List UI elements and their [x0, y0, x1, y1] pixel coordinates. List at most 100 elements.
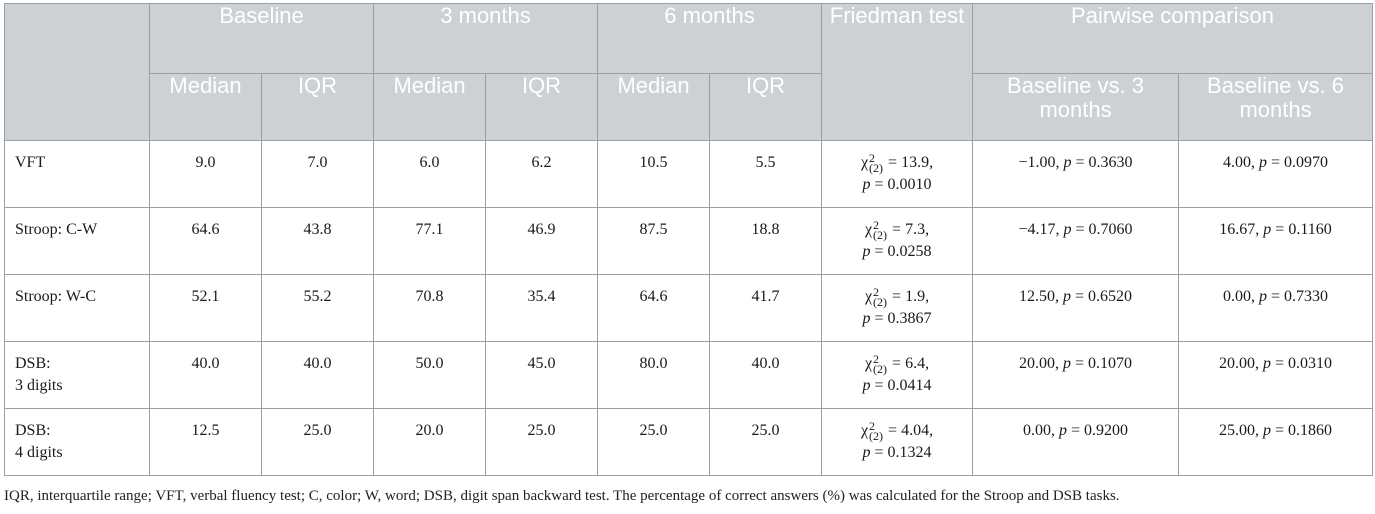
header-3m-iqr: IQR	[485, 73, 599, 141]
m3-iqr-cell: 25.0	[485, 408, 599, 476]
table-footnote: IQR, interquartile range; VFT, verbal fl…	[4, 488, 1120, 504]
chi-sup-sub: 2 (2)	[869, 151, 884, 176]
m6-iqr-cell: 40.0	[709, 341, 823, 409]
friedman-cell: χ 2 (2) = 6.4, p = 0.0414	[821, 341, 974, 409]
p-symbol: p	[862, 176, 871, 193]
m3-median-cell: 77.1	[373, 207, 487, 275]
chi-subscript: (2)	[873, 295, 888, 310]
pairwise-6m-value: 25.00,	[1219, 422, 1259, 439]
baseline-iqr-cell: 43.8	[260, 207, 375, 275]
table-header: Baseline 3 months 6 months Friedman test…	[4, 3, 1374, 141]
friedman-p-value: 0.1324	[887, 444, 932, 461]
baseline-median-cell: 52.1	[149, 274, 262, 342]
header-6-months: 6 months	[597, 3, 823, 74]
pairwise-3m-p-value: 0.3630	[1088, 154, 1133, 171]
baseline-iqr-cell: 55.2	[260, 274, 375, 342]
friedman-chi-value: 4.04,	[901, 422, 934, 439]
row-label-secondary: 4 digits	[15, 444, 63, 461]
header-blank-cell	[4, 3, 150, 141]
row-label-secondary: 3 digits	[15, 377, 63, 394]
m3-median-cell: 70.8	[373, 274, 487, 342]
pairwise-6m-p-value: 0.7330	[1284, 288, 1329, 305]
pairwise-3m-p-value: 0.7060	[1088, 221, 1133, 238]
pairwise-3m-cell: 12.50, p = 0.6520	[972, 274, 1180, 342]
m3-iqr-cell: 6.2	[485, 140, 599, 208]
friedman-chi-value: 13.9,	[901, 154, 934, 171]
friedman-p-value: 0.0414	[887, 377, 932, 394]
friedman-chi-value: 7.3,	[905, 221, 930, 238]
friedman-p-line: p = 0.0414	[862, 377, 932, 394]
m3-median-cell: 20.0	[373, 408, 487, 476]
pairwise-6m-cell: 25.00, p = 0.1860	[1178, 408, 1374, 476]
row-label-cell: DSB: 3 digits	[4, 341, 150, 409]
chi-superscript: 2	[869, 151, 876, 166]
friedman-p-line: p = 0.3867	[862, 310, 932, 327]
pairwise-3m-value: 12.50,	[1019, 288, 1059, 305]
friedman-cell: χ 2 (2) = 1.9, p = 0.3867	[821, 274, 974, 342]
p-symbol: p	[1063, 355, 1071, 372]
p-symbol: p	[1063, 288, 1071, 305]
pairwise-6m-p-value: 0.0310	[1288, 355, 1333, 372]
friedman-p-line: p = 0.0258	[862, 243, 932, 260]
friedman-p-value: 0.3867	[887, 310, 932, 327]
friedman-p-line: p = 0.0010	[862, 176, 932, 193]
pairwise-6m-value: 0.00,	[1223, 288, 1255, 305]
header-3-months: 3 months	[373, 3, 599, 74]
p-symbol: p	[1059, 422, 1067, 439]
header-pairwise-comparison: Pairwise comparison	[972, 3, 1374, 74]
header-baseline-median: Median	[149, 73, 262, 141]
p-symbol: p	[1263, 221, 1272, 238]
pairwise-6m-value: 4.00,	[1223, 154, 1255, 171]
chi-superscript: 2	[873, 285, 880, 300]
m3-iqr-cell: 35.4	[485, 274, 599, 342]
pairwise-6m-cell: 0.00, p = 0.7330	[1178, 274, 1374, 342]
m6-median-cell: 25.0	[597, 408, 711, 476]
friedman-cell: χ 2 (2) = 4.04, p = 0.1324	[821, 408, 974, 476]
pairwise-6m-p-value: 0.1160	[1288, 221, 1332, 238]
p-symbol: p	[862, 310, 871, 327]
table-row: DSB: 4 digits 12.5 25.0 20.0 25.0 25.0 2…	[4, 408, 1374, 476]
pairwise-3m-cell: −4.17, p = 0.7060	[972, 207, 1180, 275]
row-label: Stroop: W-C	[15, 288, 97, 305]
row-label: Stroop: C-W	[15, 221, 98, 238]
p-symbol: p	[1259, 154, 1267, 171]
m3-iqr-cell: 46.9	[485, 207, 599, 275]
p-symbol: p	[1263, 422, 1271, 439]
m6-iqr-cell: 25.0	[709, 408, 823, 476]
friedman-cell: χ 2 (2) = 13.9, p = 0.0010	[821, 140, 974, 208]
chi-sup-sub: 2 (2)	[873, 285, 888, 310]
p-symbol: p	[1263, 355, 1271, 372]
chi-sup-sub: 2 (2)	[873, 353, 888, 377]
pairwise-3m-value: 0.00,	[1023, 422, 1055, 439]
friedman-chi-line: χ 2 (2) = 6.4,	[864, 352, 930, 377]
chi-superscript: 2	[869, 419, 876, 434]
chi-sup-sub: 2 (2)	[869, 419, 883, 442]
p-symbol: p	[862, 377, 871, 394]
baseline-iqr-cell: 25.0	[260, 408, 375, 476]
friedman-chi-line: χ 2 (2) = 7.3,	[864, 218, 930, 243]
chi-subscript: (2)	[869, 161, 884, 176]
header-row-sub: Median IQR Median IQR Median IQR Baselin…	[5, 73, 1374, 141]
pairwise-3m-value: 20.00,	[1019, 355, 1059, 372]
table-row: DSB: 3 digits 40.0 40.0 50.0 45.0 80.0 4…	[4, 341, 1374, 409]
chi-symbol: χ	[864, 355, 873, 372]
header-friedman-test: Friedman test	[821, 3, 974, 141]
header-baseline-iqr: IQR	[260, 73, 375, 141]
pairwise-3m-value: −1.00,	[1018, 154, 1060, 171]
table-body: VFT 9.0 7.0 6.0 6.2 10.5 5.5 χ 2 (2) = 13.…	[4, 140, 1374, 476]
m6-iqr-cell: 5.5	[709, 140, 823, 208]
header-row-top: Baseline 3 months 6 months Friedman test…	[4, 3, 1374, 141]
row-label-cell: Stroop: W-C	[4, 274, 150, 342]
header-baseline: Baseline	[148, 3, 375, 74]
row-label-cell: Stroop: C-W	[4, 207, 150, 275]
m6-iqr-cell: 18.8	[709, 207, 823, 275]
m3-median-cell: 6.0	[373, 140, 487, 208]
pairwise-3m-cell: 20.00, p = 0.1070	[972, 341, 1180, 409]
pairwise-6m-cell: 20.00, p = 0.0310	[1178, 341, 1374, 409]
friedman-chi-value: 6.4,	[905, 355, 930, 372]
friedman-chi-line: χ 2 (2) = 13.9,	[860, 151, 934, 176]
table-row: VFT 9.0 7.0 6.0 6.2 10.5 5.5 χ 2 (2) = 13.…	[4, 140, 1374, 208]
header-baseline-vs-3-months: Baseline vs. 3 months	[972, 73, 1180, 141]
chi-subscript: (2)	[873, 228, 888, 243]
chi-subscript: (2)	[873, 362, 888, 377]
